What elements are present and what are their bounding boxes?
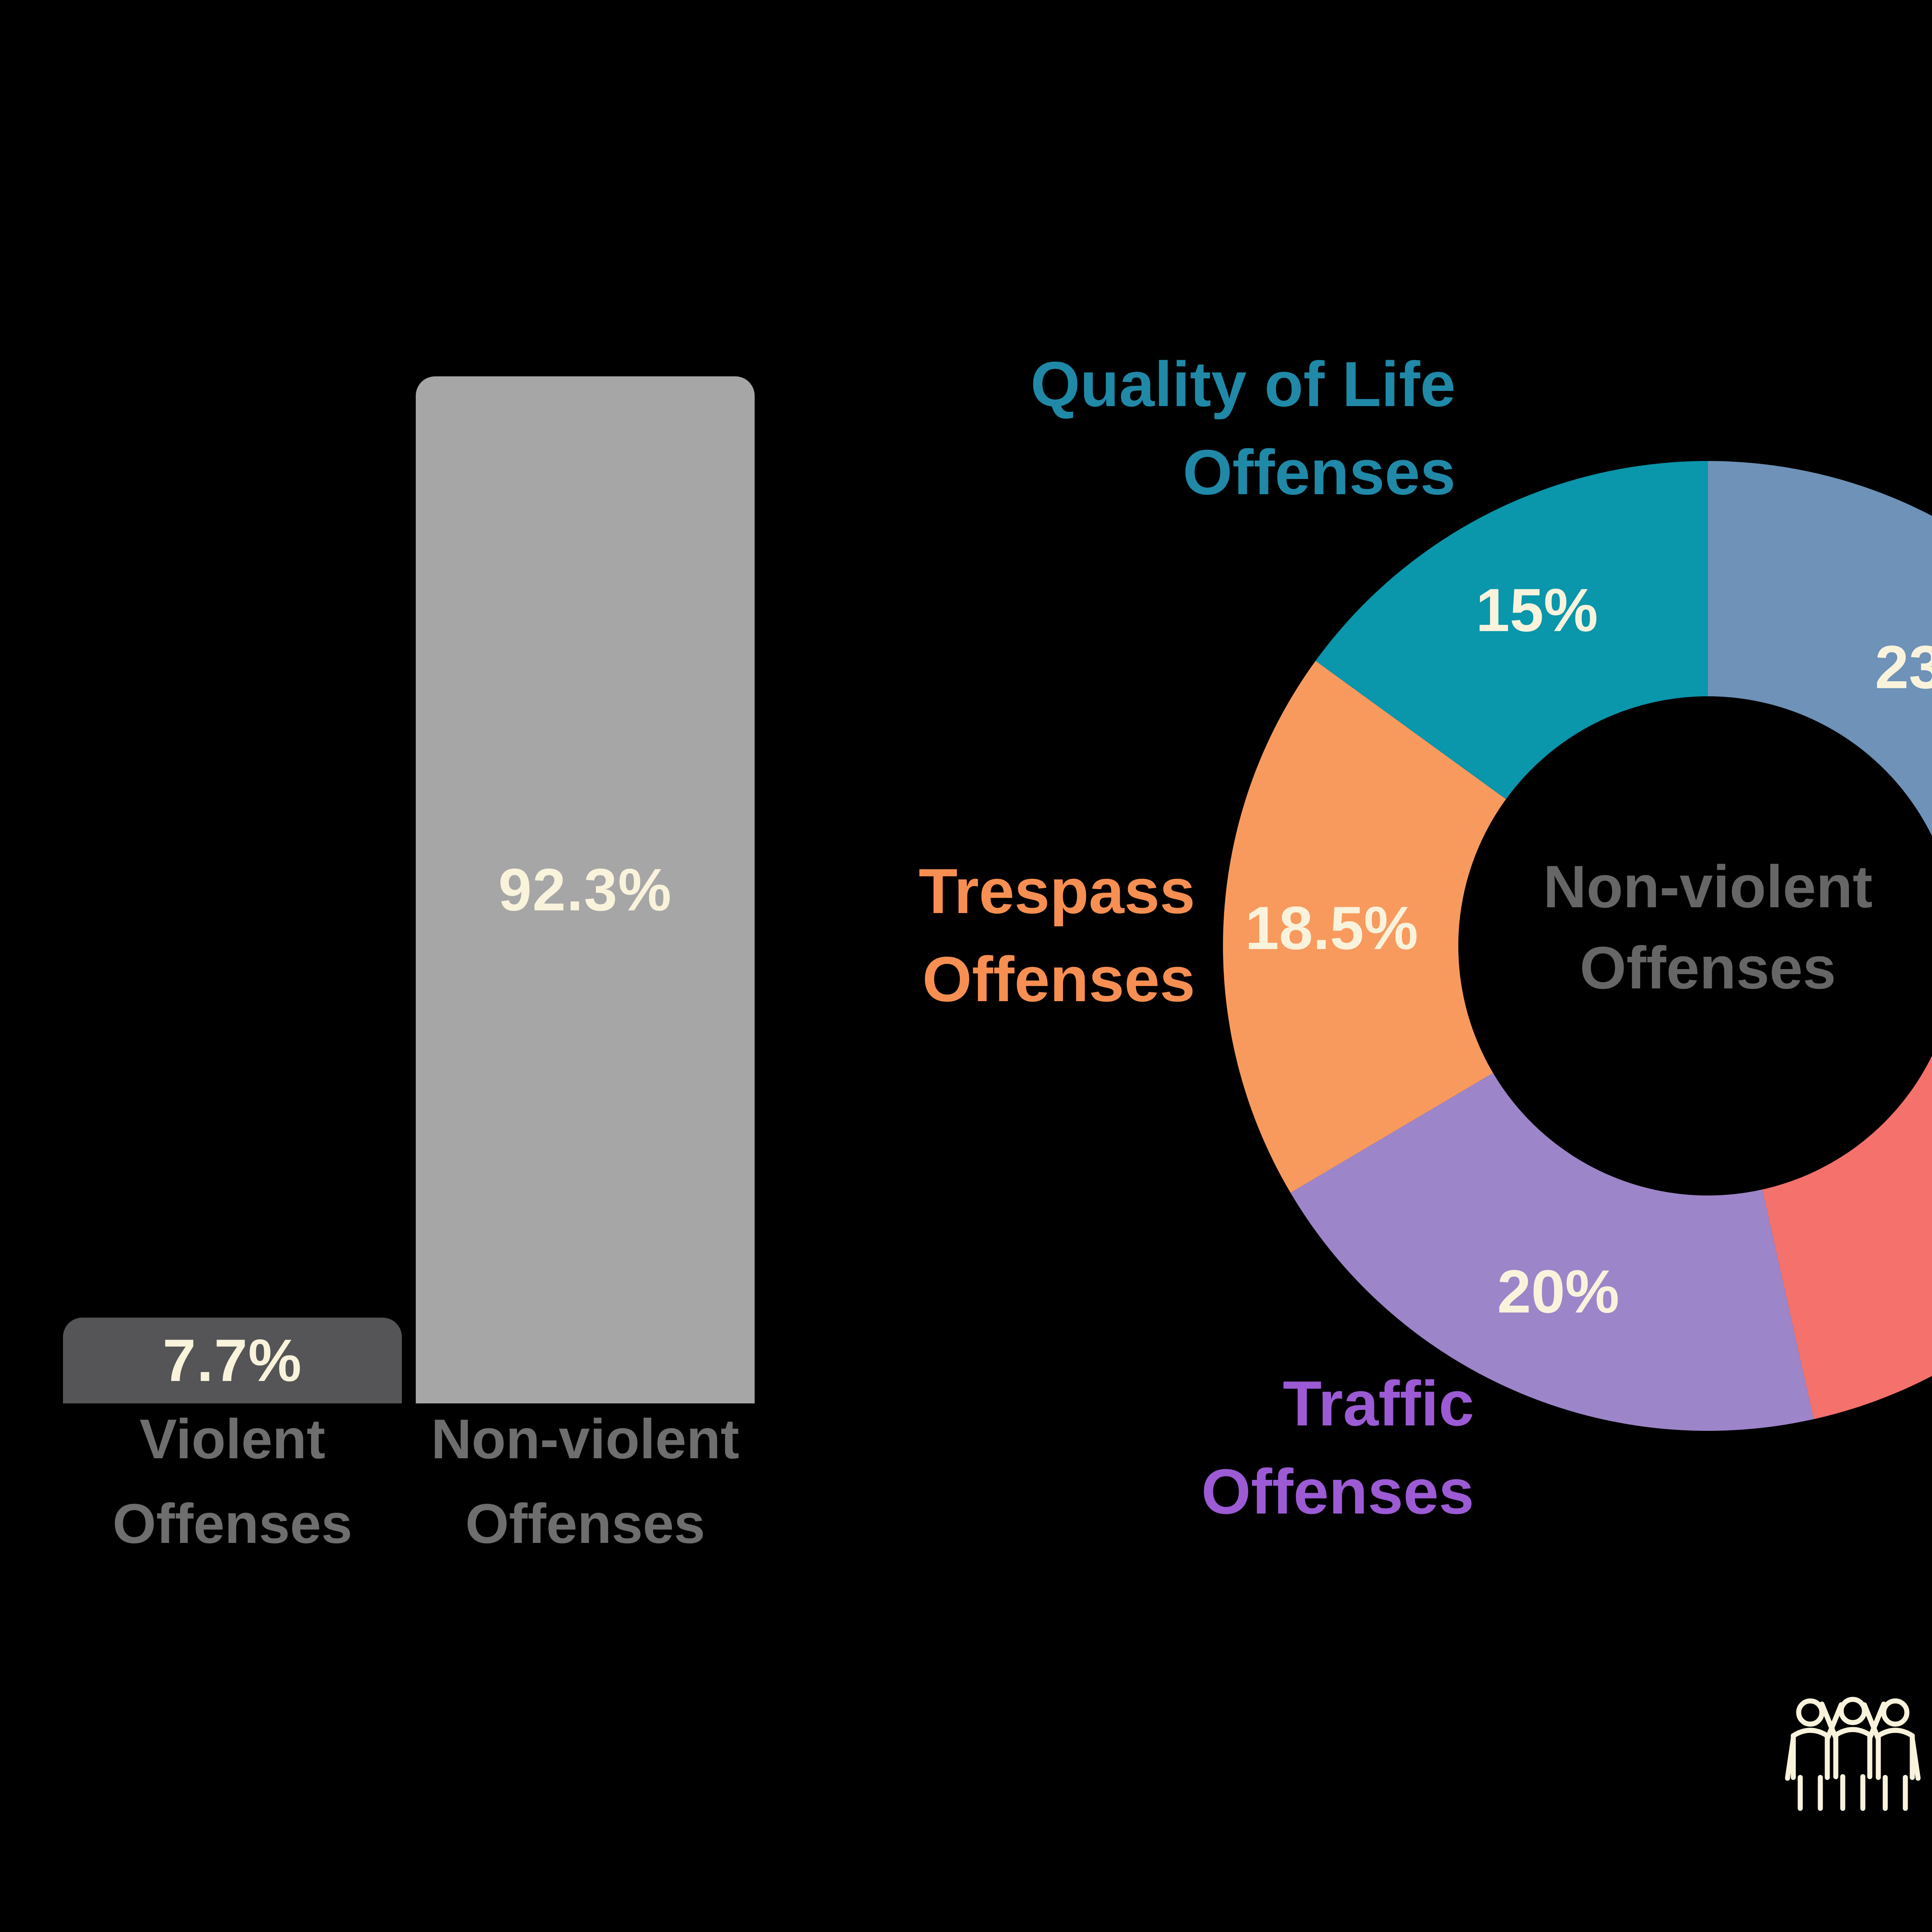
donut-slice-trespass-offenses [1223,661,1506,1193]
donut-percent-label: 15% [1476,576,1598,644]
bar-violent-category-line-1: Violent [139,1408,325,1470]
segment-label-qol-line-2: Offenses [1182,437,1456,508]
people-group-icon [1770,1685,1932,1816]
bar-violent-category-line-2: Offenses [112,1492,352,1555]
segment-label-trespass-offenses: Trespass Offenses [918,847,1195,1023]
segment-label-traffic-line-1: Traffic [1282,1368,1474,1439]
bar-nonviolent-category-line-2: Offenses [465,1492,705,1555]
bar-nonviolent-category-line-1: Non-violent [431,1408,740,1470]
bar-nonviolent-offenses: 92.3% [416,376,755,1403]
bar-violent-value-label: 7.7% [162,1327,303,1394]
donut-center-label: Non-violent Offenses [1457,846,1932,1009]
segment-label-trespass-line-1: Trespass [918,855,1195,927]
donut-percent-label: 23.5% [1875,633,1932,701]
segment-label-traffic-line-2: Offenses [1201,1456,1474,1527]
bar-violent-offenses: 7.7% [63,1318,402,1403]
donut-center-line-2: Offenses [1580,934,1836,1001]
donut-slice-other-offenses [1762,1056,1932,1419]
donut-chart: 23.5%23%20%18.5%15% [1223,461,1932,1431]
donut-center-line-1: Non-violent [1543,853,1873,920]
bar-nonviolent-value-label: 92.3% [498,856,672,923]
donut-percent-label: 20% [1497,1258,1619,1326]
donut-slice-quality-of-life-offenses [1315,461,1708,799]
donut-percent-label: 18.5% [1245,894,1418,962]
donut-slice-traffic-offenses [1290,1073,1814,1431]
bar-violent-category-label: Violent Offenses [63,1397,402,1566]
segment-label-traffic-offenses: Traffic Offenses [1201,1359,1474,1536]
bar-nonviolent-category-label: Non-violent Offenses [416,1397,755,1566]
segment-label-trespass-line-2: Offenses [922,944,1195,1015]
segment-label-qol-line-1: Quality of Life [1030,349,1456,420]
donut-slice-theft-offenses [1708,461,1932,836]
segment-label-quality-of-life-offenses: Quality of Life Offenses [1031,340,1456,516]
